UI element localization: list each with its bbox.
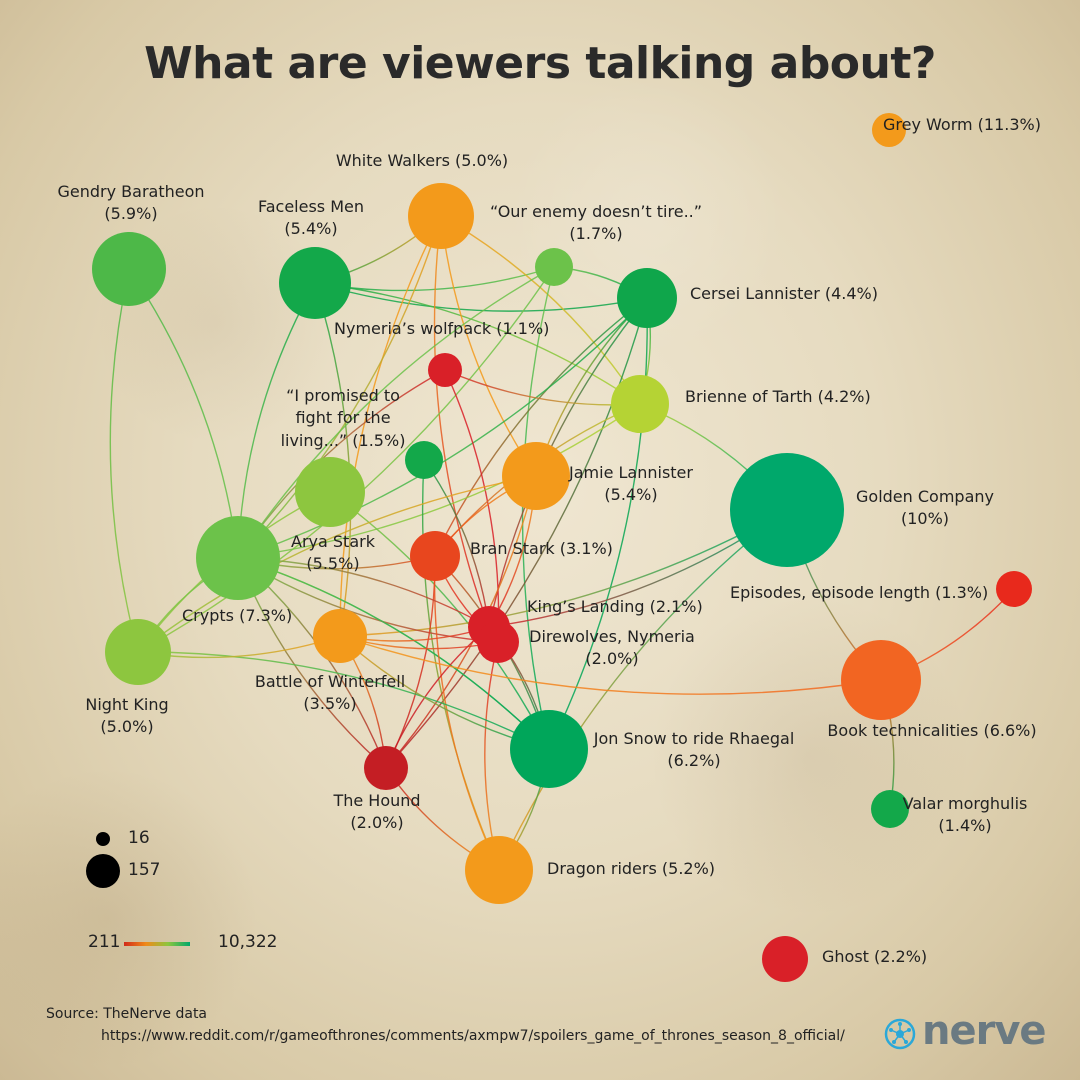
edge-faceless-enemy [314, 266, 555, 292]
label-episodes: Episodes, episode length (1.3%) [730, 583, 989, 602]
edge-nymeria_pack-brienne [444, 369, 641, 406]
edge-white_walkers-kings [433, 215, 490, 628]
label-brienne: Brienne of Tarth (4.2%) [685, 387, 871, 406]
label-night-king: Night King (5.0%) [85, 695, 169, 737]
label-hound: The Hound (2.0%) [333, 791, 421, 833]
node-enemy[interactable] [535, 248, 573, 286]
edge-crypts-jon [237, 557, 550, 750]
edge-bran-dragon [433, 555, 500, 871]
label-golden: Golden Company (10%) [856, 487, 994, 529]
label-jon: Jon Snow to ride Rhaegal (6.2%) [593, 729, 795, 771]
label-battle: Battle of Winterfell (3.5%) [254, 672, 406, 714]
label-valar: Valar morghulis (1.4%) [902, 794, 1028, 836]
size-legend: 16 157 [86, 828, 176, 888]
edge-night_king-jon [137, 651, 550, 750]
node-battle[interactable] [313, 609, 367, 663]
edge-promised-jon [329, 491, 550, 750]
node-golden[interactable] [730, 453, 844, 567]
edge-small_green-kings [423, 459, 490, 628]
edge-cersei-jon [548, 297, 648, 750]
edge-jamie-night_king [137, 475, 537, 653]
label-enemy: “Our enemy doesn’t tire..” (1.7%) [489, 202, 703, 244]
label-faceless: Faceless Men (5.4%) [257, 197, 365, 239]
size-legend-max-label: 157 [128, 860, 161, 880]
label-cersei: Cersei Lannister (4.4%) [690, 284, 878, 303]
edge-golden-dragon [498, 509, 788, 871]
node-episodes[interactable] [996, 571, 1032, 607]
label-bran: Bran Stark (3.1%) [470, 539, 613, 558]
source-note: Source: TheNerve data https://www.reddit… [46, 1004, 845, 1047]
node-jamie[interactable] [502, 442, 570, 510]
node-promised[interactable] [295, 457, 365, 527]
edge-nymeria_pack-direwolves [444, 369, 500, 643]
edge-enemy-night_king [137, 266, 555, 653]
label-jamie: Jamie Lannister (5.4%) [569, 463, 693, 505]
nerve-logo-text: nerve [922, 1008, 1047, 1054]
page-title: What are viewers talking about? [144, 38, 936, 89]
node-nymeria-pack[interactable] [428, 353, 462, 387]
node-brienne[interactable] [611, 375, 669, 433]
edge-bran-hound [385, 555, 436, 769]
node-grey-worm[interactable] [872, 113, 906, 147]
label-grey-worm: Grey Worm (11.3%) [883, 115, 1041, 134]
node-night-king[interactable] [105, 619, 171, 685]
edge-faceless-battle [314, 282, 352, 637]
node-white-walkers[interactable] [408, 183, 474, 249]
size-legend-small-dot [96, 832, 110, 846]
source-url[interactable]: https://www.reddit.com/r/gameofthrones/c… [101, 1027, 845, 1044]
label-direwolves: Direwolves, Nymeria (2.0%) [529, 627, 695, 669]
edge-gendry-arya [128, 268, 239, 559]
edge-book-battle [339, 635, 882, 695]
node-bran[interactable] [410, 531, 460, 581]
edge-enemy-arya [237, 266, 555, 559]
edge-faceless-cersei [314, 282, 648, 312]
node-gendry[interactable] [92, 232, 166, 306]
label-book: Book technicalities (6.6%) [827, 721, 1037, 740]
label-crypts: Crypts (7.3%) [182, 606, 293, 625]
label-nymeria-pack: Nymeria’s wolfpack (1.1%) [334, 319, 550, 338]
edge-gendry-night_king [109, 268, 139, 653]
node-cersei[interactable] [617, 268, 677, 328]
edge-white_walkers-brienne [440, 215, 641, 405]
label-ghost: Ghost (2.2%) [822, 947, 928, 966]
color-legend-gradient [124, 942, 190, 946]
edge-cersei-hound [385, 297, 648, 769]
node-small-green[interactable] [405, 441, 443, 479]
edge-brienne-crypts [237, 403, 641, 559]
node-direwolves[interactable] [477, 621, 519, 663]
edge-faceless-brienne [314, 282, 641, 405]
edge-cersei-arya [237, 297, 648, 559]
edge-white_walkers-battle [339, 215, 442, 637]
node-book[interactable] [841, 640, 921, 720]
size-legend-min-label: 16 [128, 828, 150, 848]
node-ghost[interactable] [762, 936, 808, 982]
node-faceless[interactable] [279, 247, 351, 319]
source-line: Source: TheNerve data [46, 1006, 208, 1022]
node-arya[interactable] [196, 516, 280, 600]
color-legend-max-label: 10,322 [218, 932, 278, 952]
node-hound[interactable] [364, 746, 408, 790]
node-valar[interactable] [871, 790, 909, 828]
node-jon[interactable] [510, 710, 588, 788]
label-dragon: Dragon riders (5.2%) [547, 859, 716, 878]
edge-golden-battle [339, 509, 788, 637]
label-gendry: Gendry Baratheon (5.9%) [57, 182, 205, 224]
label-white-walkers: White Walkers (5.0%) [335, 151, 509, 170]
color-legend: 211 10,322 [88, 932, 288, 956]
color-legend-min-label: 211 [88, 932, 121, 952]
nerve-logo-icon [884, 1018, 916, 1050]
nerve-logo: nerve [884, 1008, 1064, 1054]
node-dragon[interactable] [465, 836, 533, 904]
nodes-layer [92, 113, 1032, 982]
label-promised: “I promised to fight for the living...” (1… [280, 386, 406, 450]
edge-white_walkers-jamie [440, 215, 537, 477]
edge-white_walkers-crypts [237, 215, 442, 559]
size-legend-large-dot [86, 854, 120, 888]
label-kings: King’s Landing (2.1%) [527, 597, 703, 616]
label-arya: Arya Stark (5.5%) [291, 532, 375, 574]
